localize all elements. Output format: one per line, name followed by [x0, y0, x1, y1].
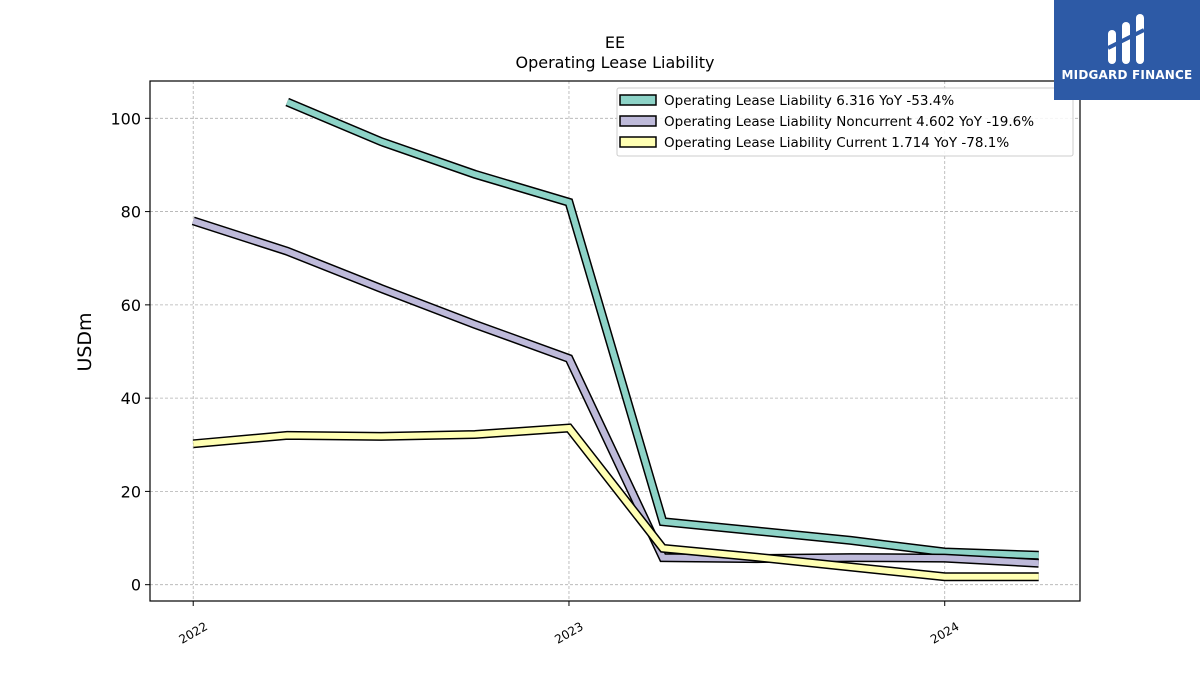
- series-line-2: [192, 424, 1039, 580]
- y-tick-label: 20: [121, 482, 141, 501]
- x-tick-label: 2022: [176, 619, 209, 646]
- series-line-0: [286, 99, 1039, 559]
- x-tick-label: 2024: [928, 619, 961, 646]
- legend-swatch-1: [619, 115, 657, 127]
- series-line-outline-1: [191, 216, 1039, 568]
- y-tick-label: 40: [121, 389, 141, 408]
- legend-label-0: Operating Lease Liability 6.316 YoY -53.…: [664, 93, 954, 109]
- brand-logo: MIDGARD FINANCE: [1054, 0, 1200, 100]
- plot-frame: [149, 80, 1081, 602]
- series-line-1: [192, 218, 1039, 567]
- series-line-outline-0: [285, 97, 1039, 560]
- legend-label-2: Operating Lease Liability Current 1.714 …: [664, 135, 1009, 151]
- brand-logo-icon: [1107, 14, 1145, 64]
- chart-subtitle: Operating Lease Liability: [515, 53, 714, 72]
- chart-title: EE: [605, 33, 625, 52]
- y-axis-label: USDm: [74, 312, 96, 371]
- legend-swatch-0: [619, 94, 657, 106]
- y-tick-label: 80: [121, 203, 141, 222]
- x-tick-label: 2023: [552, 619, 585, 646]
- y-tick-label: 60: [121, 296, 141, 315]
- brand-name: MIDGARD FINANCE: [1061, 68, 1193, 82]
- legend-swatch-2: [619, 136, 657, 148]
- legend-label-1: Operating Lease Liability Noncurrent 4.6…: [664, 114, 1034, 130]
- y-tick-label: 100: [110, 109, 141, 128]
- y-tick-label: 0: [131, 576, 141, 595]
- legend-box: [616, 87, 1074, 157]
